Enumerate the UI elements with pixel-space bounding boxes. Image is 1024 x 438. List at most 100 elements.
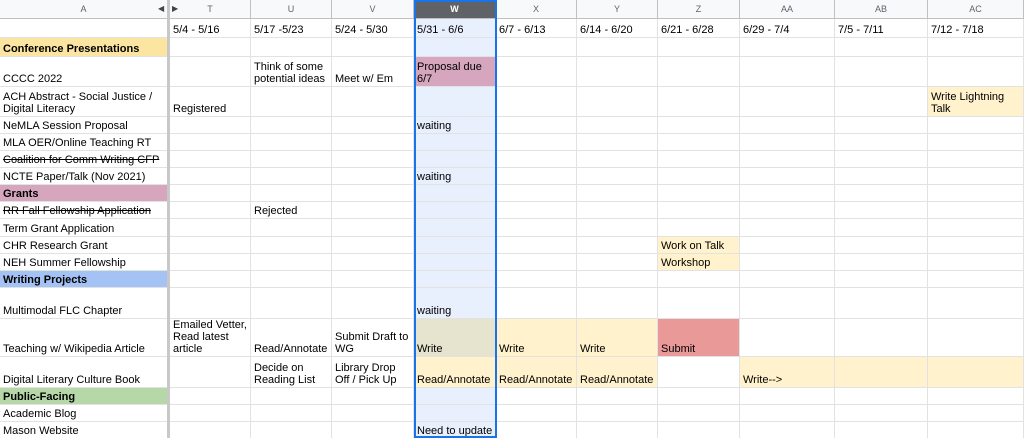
- cell-x[interactable]: [496, 57, 577, 87]
- cell-ac[interactable]: [928, 319, 1024, 357]
- cell-x[interactable]: [496, 168, 577, 185]
- cell-t[interactable]: [170, 38, 251, 57]
- cell-aa[interactable]: [740, 219, 835, 237]
- cell-t[interactable]: [170, 237, 251, 254]
- cell-t[interactable]: [170, 422, 251, 438]
- cell-aa[interactable]: [740, 87, 835, 117]
- cell-x[interactable]: [496, 237, 577, 254]
- cell-y[interactable]: [577, 38, 658, 57]
- cell-x[interactable]: [496, 219, 577, 237]
- cell-x[interactable]: [496, 38, 577, 57]
- cell-ac[interactable]: [928, 168, 1024, 185]
- cell-y[interactable]: [577, 57, 658, 87]
- cell-aa[interactable]: [740, 185, 835, 202]
- cell-aa[interactable]: [740, 202, 835, 219]
- week-cell-y[interactable]: 6/14 - 6/20: [577, 19, 658, 38]
- cell-ac[interactable]: Write Lightning Talk: [928, 87, 1024, 117]
- cell-z[interactable]: [658, 219, 740, 237]
- cell-t[interactable]: [170, 254, 251, 271]
- cell-t[interactable]: [170, 168, 251, 185]
- cell-w[interactable]: waiting: [414, 168, 496, 185]
- cell-u[interactable]: [251, 254, 332, 271]
- cell-ab[interactable]: [835, 117, 928, 134]
- cell-ac[interactable]: [928, 57, 1024, 87]
- cell-ac[interactable]: [928, 219, 1024, 237]
- column-header-u[interactable]: U: [251, 0, 332, 19]
- cell-ab[interactable]: [835, 151, 928, 168]
- cell-t[interactable]: [170, 219, 251, 237]
- cell-u[interactable]: Rejected: [251, 202, 332, 219]
- frozen-column-divider[interactable]: [167, 0, 170, 438]
- cell-w[interactable]: [414, 254, 496, 271]
- cell-ac[interactable]: [928, 254, 1024, 271]
- cell-v[interactable]: [332, 185, 414, 202]
- row-label[interactable]: Teaching w/ Wikipedia Article: [0, 319, 168, 357]
- cell-w[interactable]: waiting: [414, 117, 496, 134]
- cell-y[interactable]: [577, 219, 658, 237]
- row-label[interactable]: ACH Abstract - Social Justice / Digital …: [0, 87, 168, 117]
- cell-z[interactable]: [658, 151, 740, 168]
- cell-z[interactable]: Workshop: [658, 254, 740, 271]
- cell-t[interactable]: [170, 271, 251, 288]
- row-label[interactable]: MLA OER/Online Teaching RT: [0, 134, 168, 151]
- cell-x[interactable]: [496, 117, 577, 134]
- column-header-ac[interactable]: AC: [928, 0, 1024, 19]
- column-header-z[interactable]: Z: [658, 0, 740, 19]
- cell-v[interactable]: [332, 168, 414, 185]
- cell-u[interactable]: [251, 388, 332, 405]
- cell-v[interactable]: [332, 134, 414, 151]
- week-cell-ab[interactable]: 7/5 - 7/11: [835, 19, 928, 38]
- week-cell-aa[interactable]: 6/29 - 7/4: [740, 19, 835, 38]
- cell-ab[interactable]: [835, 87, 928, 117]
- cell-ac[interactable]: [928, 117, 1024, 134]
- cell-y[interactable]: [577, 271, 658, 288]
- cell-aa[interactable]: [740, 237, 835, 254]
- row-label[interactable]: Writing Projects: [0, 271, 168, 288]
- cell-x[interactable]: Write: [496, 319, 577, 357]
- cell-w[interactable]: [414, 237, 496, 254]
- cell-ab[interactable]: [835, 388, 928, 405]
- cell-ab[interactable]: [835, 237, 928, 254]
- cell-z[interactable]: [658, 117, 740, 134]
- cell-v[interactable]: [332, 117, 414, 134]
- cell-ac[interactable]: [928, 38, 1024, 57]
- triangle-left-icon[interactable]: ◀: [158, 4, 165, 13]
- cell-ab[interactable]: [835, 422, 928, 438]
- cell-aa[interactable]: [740, 254, 835, 271]
- cell-z[interactable]: [658, 271, 740, 288]
- cell-aa[interactable]: [740, 388, 835, 405]
- cell-x[interactable]: [496, 271, 577, 288]
- cell-v[interactable]: [332, 202, 414, 219]
- cell-t[interactable]: [170, 288, 251, 319]
- cell-aa[interactable]: [740, 151, 835, 168]
- cell-u[interactable]: [251, 219, 332, 237]
- cell-aa[interactable]: [740, 422, 835, 438]
- row-label[interactable]: NEH Summer Fellowship: [0, 254, 168, 271]
- week-cell-z[interactable]: 6/21 - 6/28: [658, 19, 740, 38]
- cell-aa[interactable]: [740, 38, 835, 57]
- cell-v[interactable]: [332, 87, 414, 117]
- row-label[interactable]: NCTE Paper/Talk (Nov 2021): [0, 168, 168, 185]
- row-label[interactable]: Mason Website: [0, 422, 168, 438]
- cell-t[interactable]: Registered: [170, 87, 251, 117]
- cell-z[interactable]: [658, 357, 740, 388]
- cell-ab[interactable]: [835, 288, 928, 319]
- cell-aa[interactable]: [740, 168, 835, 185]
- cell-ac[interactable]: [928, 405, 1024, 422]
- triangle-right-icon[interactable]: ▶: [172, 4, 179, 13]
- cell-u[interactable]: [251, 237, 332, 254]
- row-label[interactable]: Conference Presentations: [0, 38, 168, 57]
- cell-v[interactable]: Meet w/ Em: [332, 57, 414, 87]
- cell-aa[interactable]: [740, 319, 835, 357]
- cell-z[interactable]: [658, 168, 740, 185]
- cell-v[interactable]: Library Drop Off / Pick Up: [332, 357, 414, 388]
- cell-z[interactable]: [658, 202, 740, 219]
- column-header-a[interactable]: A: [0, 0, 168, 19]
- row-label[interactable]: CHR Research Grant: [0, 237, 168, 254]
- cell-ac[interactable]: [928, 288, 1024, 319]
- cell-x[interactable]: [496, 422, 577, 438]
- cell-x[interactable]: [496, 87, 577, 117]
- cell-t[interactable]: [170, 151, 251, 168]
- row-label[interactable]: CCCC 2022: [0, 57, 168, 87]
- cell-v[interactable]: [332, 254, 414, 271]
